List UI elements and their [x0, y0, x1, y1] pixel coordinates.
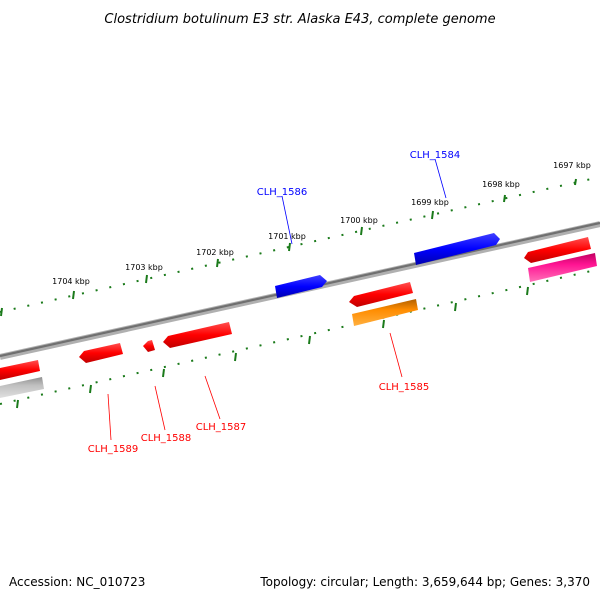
tick-labels: 1697 kbp 1698 kbp 1699 kbp 1700 kbp 1701…	[52, 161, 591, 286]
gene-clh-1585[interactable]	[352, 299, 418, 326]
tick-label-1701: 1701 kbp	[268, 232, 306, 241]
gene-clh-1588[interactable]	[143, 340, 155, 352]
map-title: Clostridium botulinum E3 str. Alaska E43…	[104, 12, 495, 27]
gene-red-right[interactable]	[524, 237, 591, 263]
tick-label-1704: 1704 kbp	[52, 277, 90, 286]
tick-label-1697: 1697 kbp	[553, 161, 591, 170]
reverse-tick-track	[0, 268, 600, 409]
gene-label-clh-1585[interactable]: CLH_1585	[379, 382, 430, 393]
tick-label-1700: 1700 kbp	[340, 216, 378, 225]
tick-label-1699: 1699 kbp	[411, 198, 449, 207]
gene-clh-1586[interactable]	[275, 275, 327, 298]
gene-clh-1587[interactable]	[163, 322, 232, 348]
gene-red-center[interactable]	[349, 282, 413, 307]
gene-label-clh-1589[interactable]: CLH_1589	[88, 444, 139, 455]
gene-label-clh-1588[interactable]: CLH_1588	[141, 433, 192, 444]
gene-clh-1584[interactable]	[414, 233, 500, 265]
gene-label-clh-1586[interactable]: CLH_1586	[257, 187, 308, 198]
accession-text: Accession: NC_010723	[9, 575, 145, 589]
forward-genes	[0, 233, 591, 380]
gene-clh-1589[interactable]	[79, 343, 123, 363]
major-ticks	[0, 178, 577, 317]
gene-magenta[interactable]	[528, 253, 597, 282]
gene-label-clh-1584[interactable]: CLH_1584	[410, 150, 461, 161]
gene-red-left-edge[interactable]	[0, 360, 40, 380]
genome-summary-text: Topology: circular; Length: 3,659,644 bp…	[259, 575, 590, 589]
tick-label-1702: 1702 kbp	[196, 248, 234, 257]
tick-label-1703: 1703 kbp	[125, 263, 163, 272]
gene-grey-left-edge[interactable]	[0, 377, 44, 398]
gene-label-clh-1587[interactable]: CLH_1587	[196, 422, 247, 433]
tick-label-1698: 1698 kbp	[482, 180, 520, 189]
forward-tick-track	[0, 176, 600, 317]
gene-labels: CLH_1584 CLH_1586 CLH_1585 CLH_1587 CLH_…	[88, 150, 461, 455]
reverse-genes	[0, 253, 597, 398]
